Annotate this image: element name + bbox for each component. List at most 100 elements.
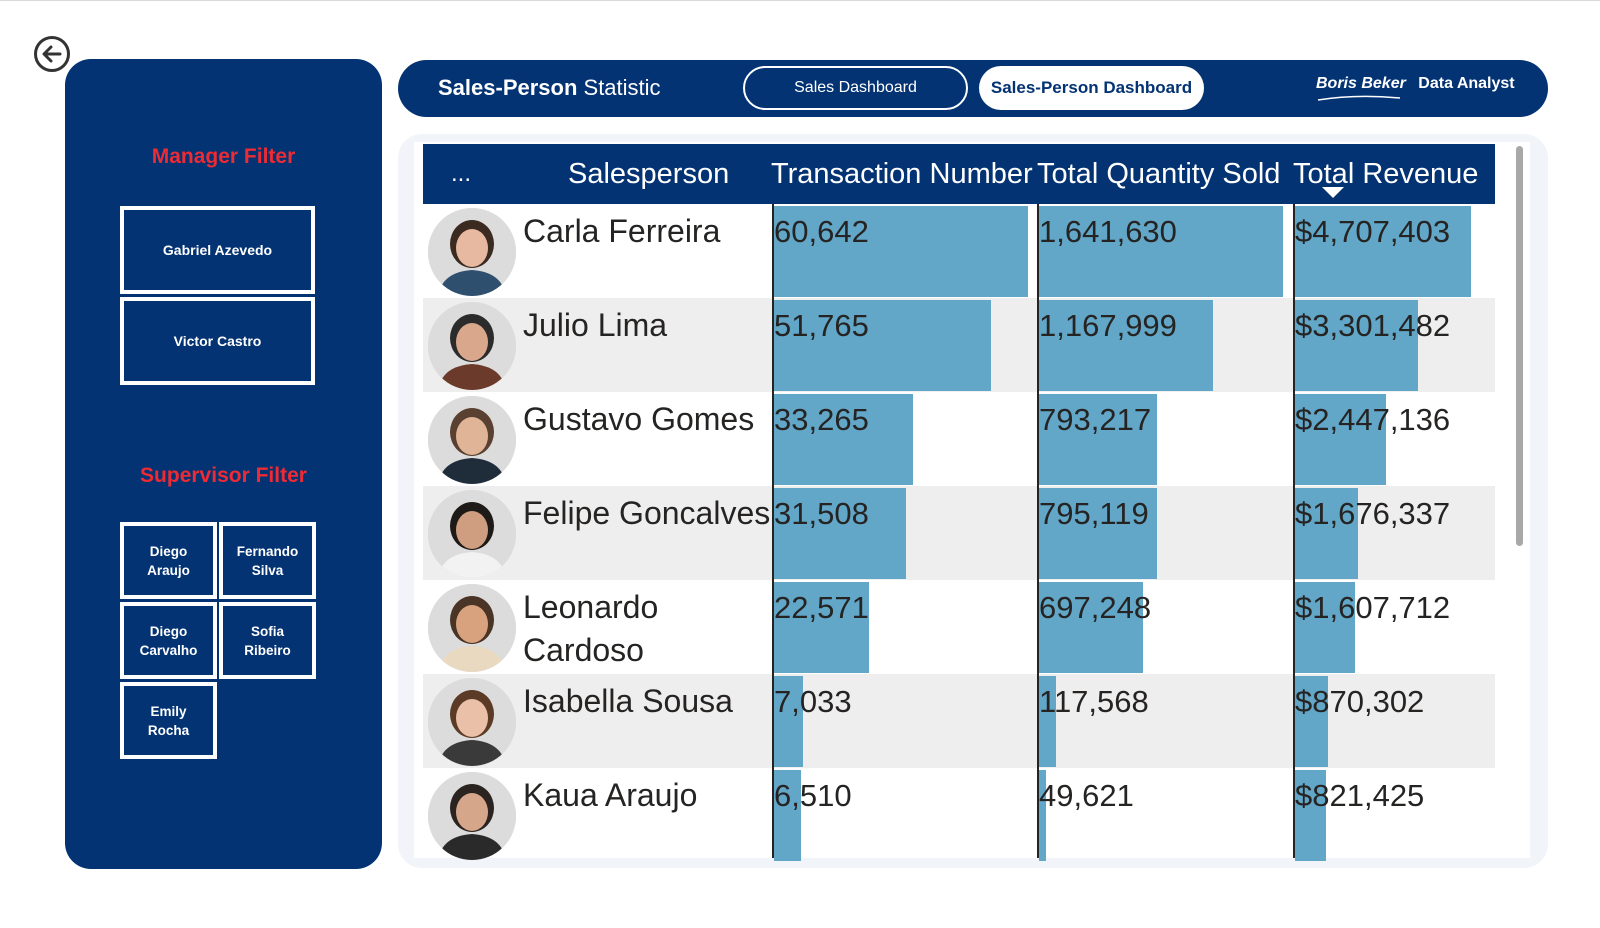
transactions-bar	[774, 488, 906, 579]
transactions-bar	[774, 394, 913, 485]
manager-tile-victor-castro[interactable]: Victor Castro	[120, 297, 315, 385]
supervisor-tile-emily-rocha[interactable]: Emily Rocha	[120, 682, 217, 759]
salesperson-avatar	[428, 302, 516, 390]
quantity-bar	[1039, 770, 1046, 861]
revenue-value: $1,676,337	[1295, 496, 1451, 531]
top-divider	[0, 0, 1600, 1]
quantity-bar	[1039, 300, 1213, 391]
nav-salesperson-dashboard-button[interactable]: Sales-Person Dashboard	[979, 66, 1204, 110]
transactions-bar	[774, 770, 801, 861]
supervisor-tile-label: Diego Carvalho	[139, 623, 198, 658]
supervisor-filter-title: Supervisor Filter	[140, 464, 307, 487]
supervisor-tile-sofia-ribeiro[interactable]: Sofia Ribeiro	[219, 602, 316, 679]
salesperson-name: Julio Lima	[523, 307, 668, 343]
revenue-bar	[1295, 394, 1386, 485]
supervisor-tile-diego-carvalho[interactable]: Diego Carvalho	[120, 602, 217, 679]
revenue-value: $3,301,482	[1295, 308, 1451, 343]
table-row[interactable]: Felipe Goncalves 31,508 795,119 $1,676,337	[423, 486, 1495, 580]
transactions-bar	[774, 676, 803, 767]
quantity-axis-line	[1037, 204, 1039, 858]
column-quantity-header[interactable]: Total Quantity Sold	[1037, 158, 1281, 190]
revenue-bar	[1295, 300, 1418, 391]
salesperson-avatar	[428, 772, 516, 860]
quantity-bar	[1039, 488, 1157, 579]
salesperson-name: Isabella Sousa	[523, 683, 733, 719]
quantity-bar	[1039, 582, 1143, 673]
table-row[interactable]: Leonardo Cardoso 22,571 697,248 $1,607,712	[423, 580, 1495, 674]
column-transactions-header[interactable]: Transaction Number	[771, 158, 1033, 190]
page-title: Sales-Person Statistic	[438, 75, 661, 100]
table-row[interactable]: Carla Ferreira 60,642 1,641,630 $4,707,403	[423, 204, 1495, 298]
revenue-bar	[1295, 770, 1326, 861]
quantity-bar	[1039, 206, 1283, 297]
manager-tile-label: Victor Castro	[173, 333, 262, 349]
transactions-bar	[774, 206, 1028, 297]
sort-descending-icon[interactable]	[1322, 187, 1344, 198]
supervisor-tile-fernando-silva[interactable]: Fernando Silva	[219, 522, 316, 599]
salesperson-avatar	[428, 490, 516, 578]
table-row[interactable]: Julio Lima 51,765 1,167,999 $3,301,482	[423, 298, 1495, 392]
quantity-value: 697,248	[1039, 590, 1152, 625]
nav-sales-label: Sales Dashboard	[794, 79, 917, 96]
transactions-value: 7,033	[774, 684, 852, 719]
revenue-bar	[1295, 206, 1471, 297]
transactions-value: 60,642	[774, 214, 869, 249]
salesperson-name: Carla Ferreira	[523, 213, 721, 249]
column-revenue-header[interactable]: Total Revenue	[1293, 158, 1479, 190]
supervisor-tile-label: Sofia Ribeiro	[244, 623, 291, 658]
supervisor-tile-label: Fernando Silva	[236, 543, 299, 578]
table-row[interactable]: Kaua Araujo 6,510 49,621 $821,425	[423, 768, 1495, 862]
manager-tile-label: Gabriel Azevedo	[162, 242, 273, 258]
analyst-signature: Boris Beker	[1316, 75, 1410, 101]
filter-sidebar: Manager Filter Gabriel Azevedo Victor Ca…	[65, 59, 382, 869]
transactions-value: 33,265	[774, 402, 869, 437]
revenue-bar	[1295, 676, 1328, 767]
quantity-bar	[1039, 394, 1157, 485]
revenue-bar	[1295, 488, 1358, 579]
salesperson-name: Felipe Goncalves	[523, 495, 771, 531]
nav-sales-dashboard-button[interactable]: Sales Dashboard	[743, 66, 968, 110]
quantity-value: 117,568	[1039, 684, 1149, 719]
table-scrollbar[interactable]	[1516, 146, 1523, 546]
revenue-value: $1,607,712	[1295, 590, 1451, 625]
quantity-value: 1,641,630	[1039, 214, 1177, 249]
salesperson-name: Gustavo Gomes	[523, 401, 755, 437]
transactions-bar	[774, 582, 869, 673]
transactions-value: 6,510	[774, 778, 852, 813]
analyst-credit: Boris Beker Data Analyst	[1316, 75, 1515, 101]
analyst-role: Data Analyst	[1418, 75, 1515, 92]
salesperson-avatar	[428, 584, 516, 672]
back-arrow-icon[interactable]	[34, 36, 70, 72]
header-bar: Sales-Person Statistic Sales Dashboard S…	[398, 60, 1548, 117]
table-header: ... Salesperson Transaction Number Total…	[423, 144, 1495, 204]
quantity-bar	[1039, 676, 1056, 767]
quantity-value: 795,119	[1039, 496, 1149, 531]
quantity-value: 793,217	[1039, 402, 1152, 437]
salesperson-avatar	[428, 396, 516, 484]
transactions-value: 22,571	[774, 590, 869, 625]
revenue-value: $870,302	[1295, 684, 1425, 719]
supervisor-tile-label: Diego Araujo	[147, 543, 190, 578]
nav-person-label: Sales-Person Dashboard	[990, 78, 1193, 97]
revenue-value: $4,707,403	[1295, 214, 1451, 249]
supervisor-tile-diego-araujo[interactable]: Diego Araujo	[120, 522, 217, 599]
transactions-axis-line	[772, 204, 774, 858]
salesperson-name: Leonardo Cardoso	[523, 589, 659, 668]
salesperson-name: Kaua Araujo	[523, 777, 698, 813]
column-salesperson-header[interactable]: Salesperson	[568, 158, 730, 190]
column-more-header[interactable]: ...	[451, 160, 472, 187]
revenue-axis-line	[1293, 204, 1295, 858]
quantity-value: 49,621	[1039, 778, 1134, 813]
manager-filter-title: Manager Filter	[151, 145, 296, 168]
supervisor-tile-label: Emily Rocha	[147, 703, 190, 738]
salesperson-avatar	[428, 208, 516, 296]
transactions-value: 51,765	[774, 308, 869, 343]
table-row[interactable]: Isabella Sousa 7,033 117,568 $870,302	[423, 674, 1495, 768]
quantity-value: 1,167,999	[1039, 308, 1177, 343]
salesperson-avatar	[428, 678, 516, 766]
revenue-value: $2,447,136	[1295, 402, 1451, 437]
revenue-bar	[1295, 582, 1355, 673]
transactions-bar	[774, 300, 991, 391]
table-row[interactable]: Gustavo Gomes 33,265 793,217 $2,447,136	[423, 392, 1495, 486]
manager-tile-gabriel-azevedo[interactable]: Gabriel Azevedo	[120, 206, 315, 294]
